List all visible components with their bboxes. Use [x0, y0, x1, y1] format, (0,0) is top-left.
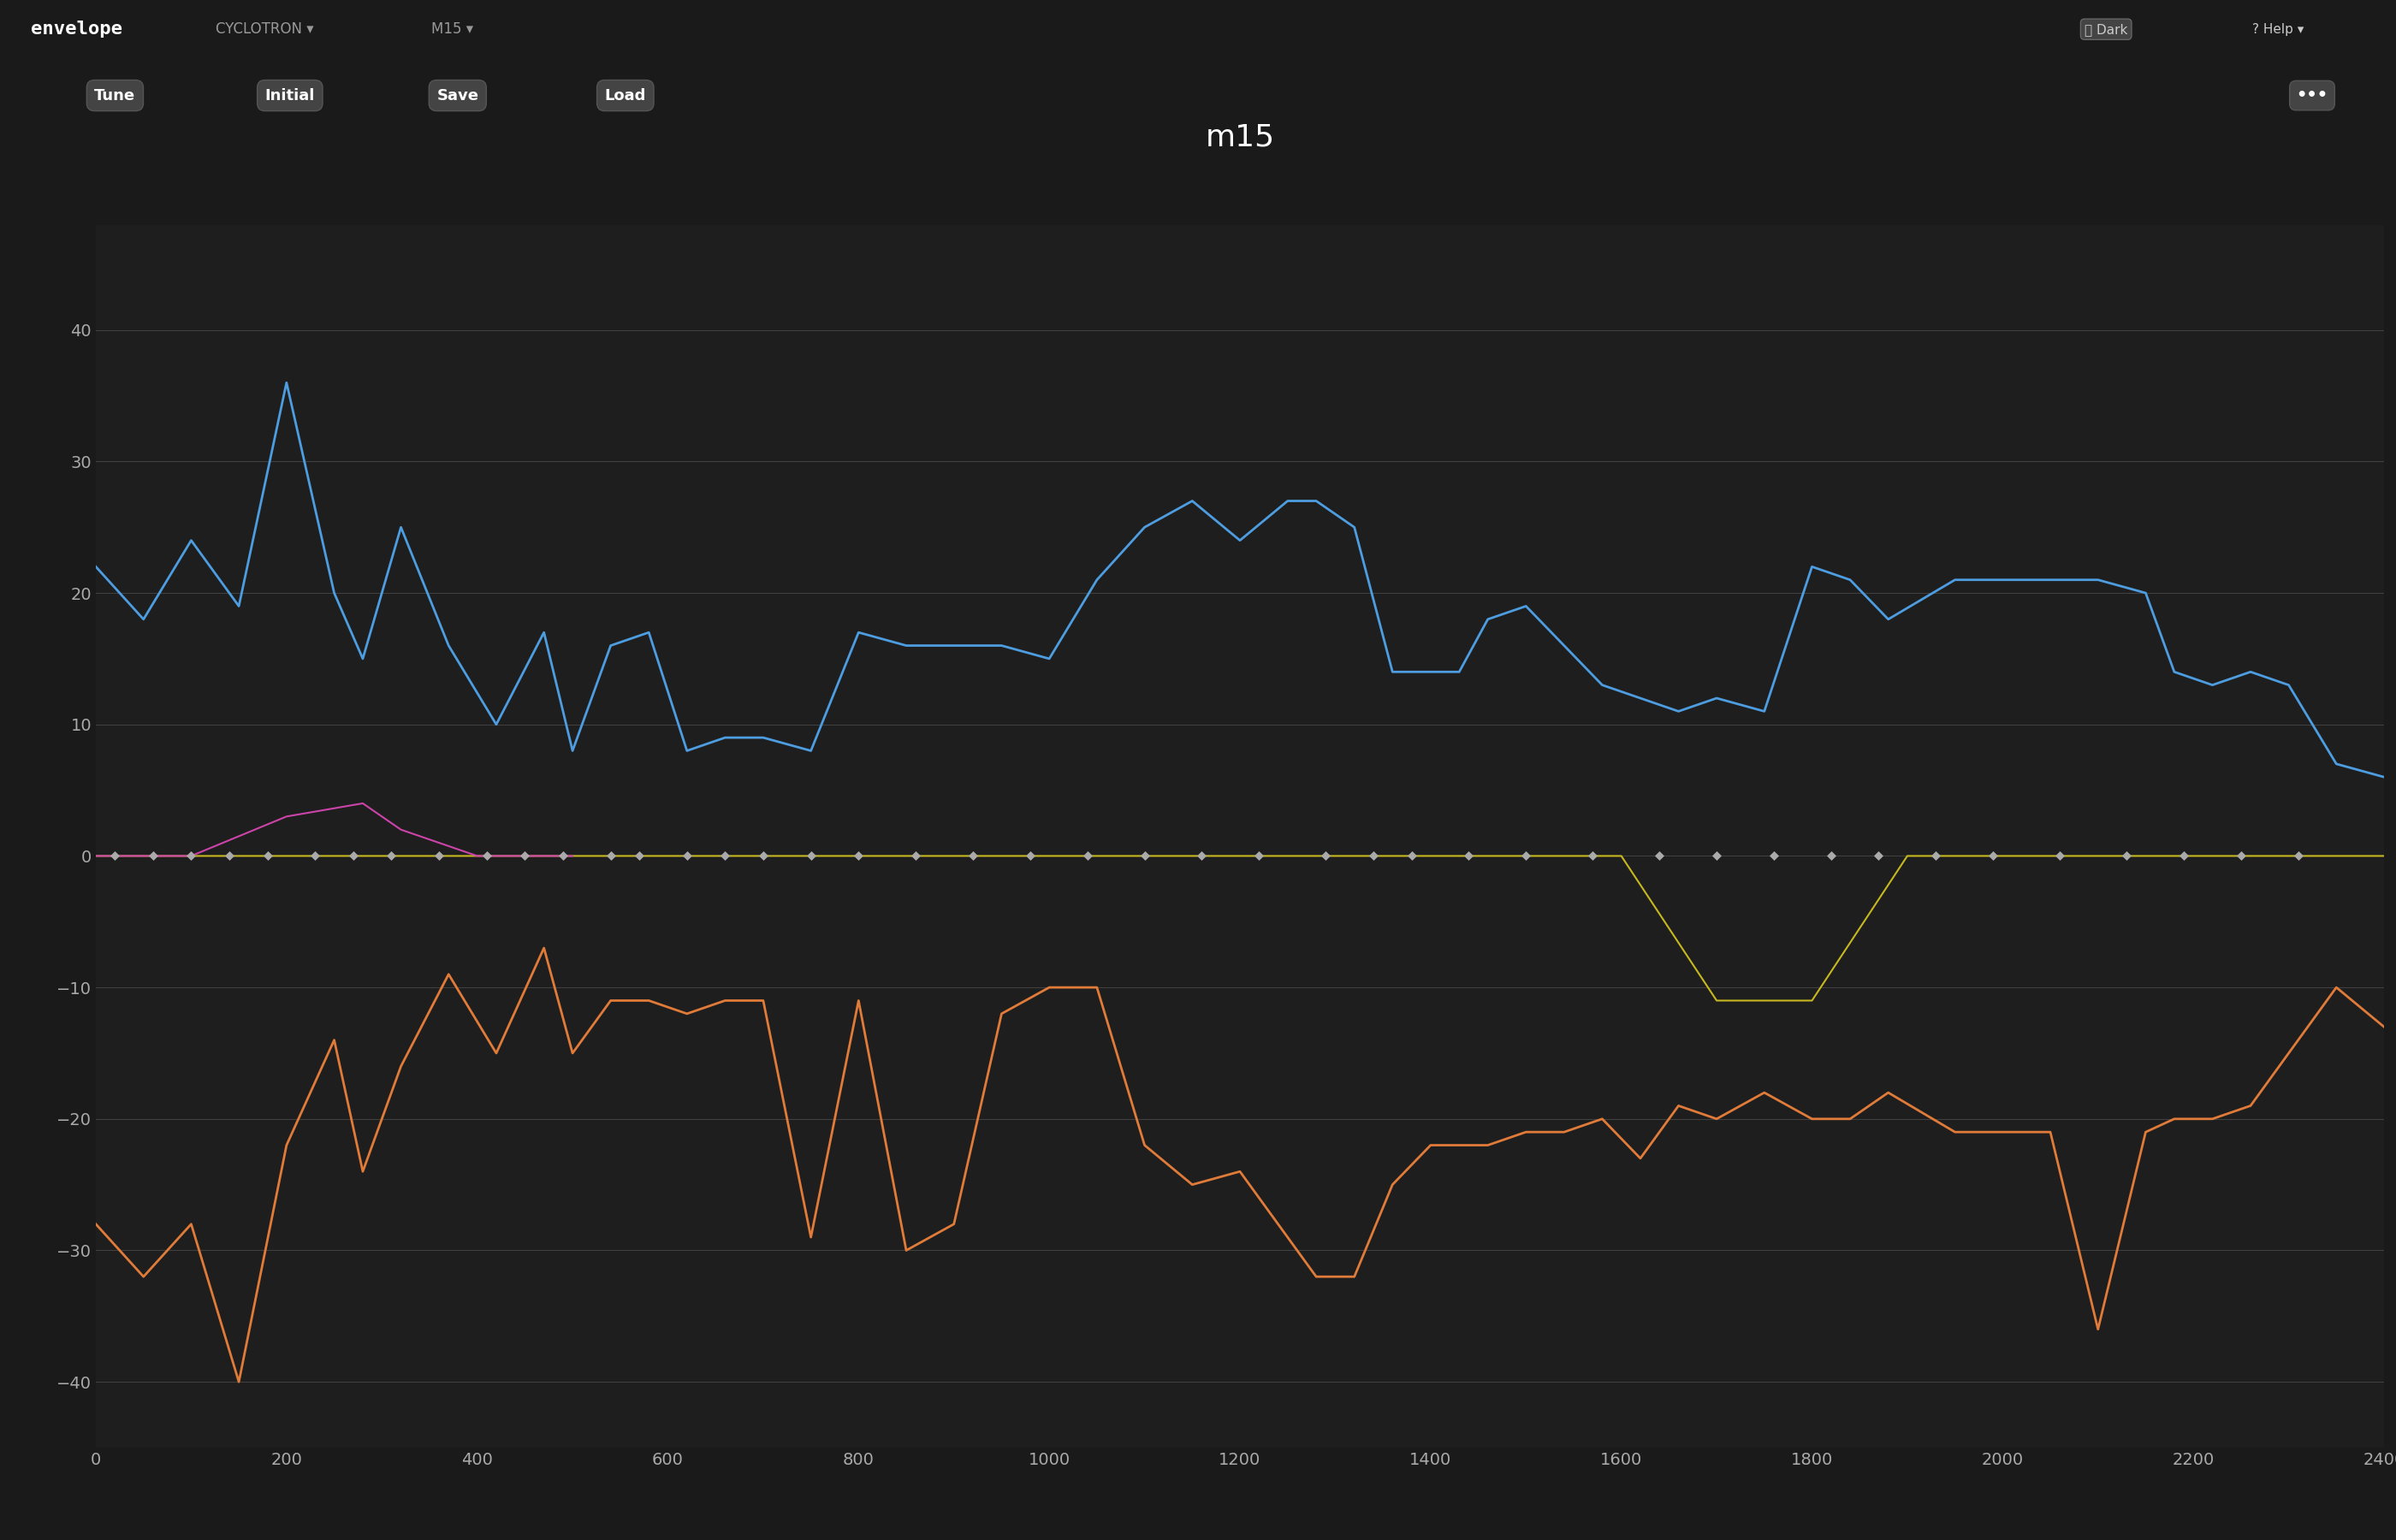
Text: CYCLOTRON ▾: CYCLOTRON ▾ [216, 22, 314, 37]
Text: m15: m15 [1205, 122, 1275, 151]
Text: •••: ••• [2295, 88, 2329, 103]
Text: Load: Load [604, 88, 647, 103]
Text: Initial: Initial [266, 88, 314, 103]
Text: M15 ▾: M15 ▾ [431, 22, 474, 37]
Text: 🌙 Dark: 🌙 Dark [2085, 23, 2128, 35]
Text: Save: Save [436, 88, 479, 103]
Text: Tune: Tune [93, 88, 137, 103]
Text: ? Help ▾: ? Help ▾ [2252, 23, 2305, 35]
Text: envelope: envelope [31, 20, 122, 38]
